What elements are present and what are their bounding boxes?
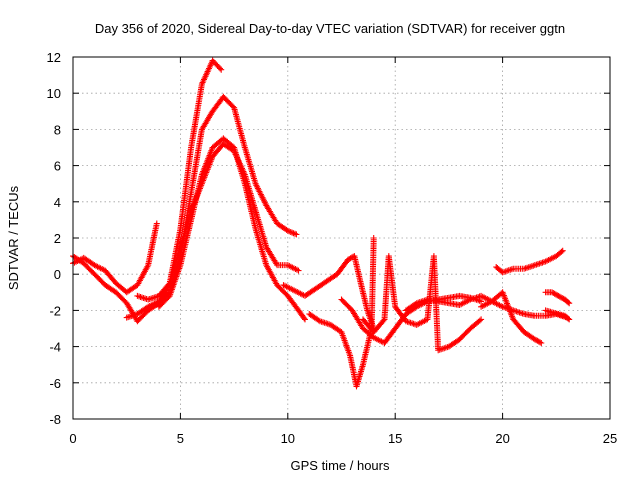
- data-point-markers: [70, 220, 160, 296]
- series-arc-14: [542, 307, 573, 323]
- x-tick-label: 25: [603, 431, 617, 446]
- series-arc-9: [360, 253, 485, 354]
- series-arc-6: [280, 253, 377, 332]
- data-point-markers: [542, 307, 573, 323]
- series-arc-11: [478, 289, 545, 346]
- y-tick-label: -6: [49, 376, 61, 391]
- x-tick-label: 20: [495, 431, 509, 446]
- y-axis-label: SDTVAR / TECUs: [6, 185, 21, 290]
- series-arc-2: [70, 57, 225, 325]
- x-axis-label: GPS time / hours: [291, 458, 390, 473]
- data-point-markers: [493, 247, 566, 276]
- y-tick-label: 12: [47, 50, 61, 65]
- series-arc-13: [542, 289, 573, 307]
- y-tick-label: 4: [54, 195, 61, 210]
- data-point-markers: [123, 93, 300, 321]
- y-tick-label: -2: [49, 303, 61, 318]
- data-point-markers: [155, 135, 308, 323]
- series-arc-3: [123, 93, 300, 321]
- y-tick-label: 10: [47, 86, 61, 101]
- data-point-markers: [478, 289, 545, 346]
- data-point-markers: [280, 253, 377, 332]
- chart-title: Day 356 of 2020, Sidereal Day-to-day VTE…: [95, 21, 565, 36]
- tick-labels: 0 5 10 15 20 25 -8 -6 -4 -2 0 2 4 6 8 10 12: [47, 50, 618, 446]
- axis-ticks: [72, 56, 611, 420]
- x-tick-label: 10: [281, 431, 295, 446]
- y-tick-label: -4: [49, 340, 61, 355]
- y-tick-label: 2: [54, 231, 61, 246]
- x-tick-label: 15: [388, 431, 402, 446]
- series-arc-7: [306, 235, 377, 390]
- data-point-markers: [542, 289, 573, 307]
- data-point-markers: [306, 235, 377, 390]
- series-arc-12: [493, 247, 566, 276]
- data-point-markers: [70, 57, 225, 325]
- y-tick-label: 0: [54, 267, 61, 282]
- y-tick-label: 8: [54, 122, 61, 137]
- data-marks: [70, 57, 573, 390]
- y-tick-label: -8: [49, 412, 61, 427]
- x-tick-label: 0: [69, 431, 76, 446]
- data-point-markers: [360, 253, 485, 354]
- series-arc-1: [70, 220, 160, 296]
- x-tick-label: 5: [177, 431, 184, 446]
- y-tick-label: 6: [54, 159, 61, 174]
- series-arc-5: [155, 135, 308, 323]
